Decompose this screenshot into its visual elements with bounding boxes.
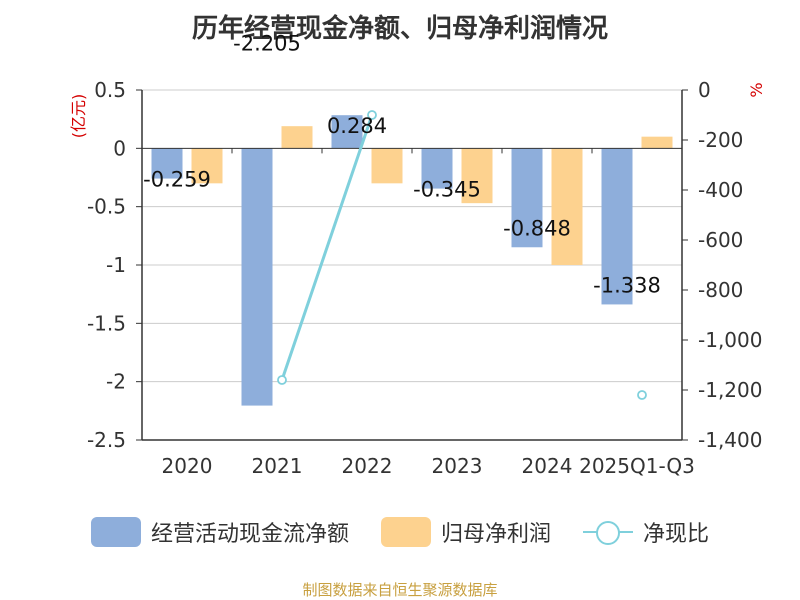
- data-label-cashflow: -1.338: [593, 273, 661, 297]
- x-tick-label: 2023: [432, 454, 483, 478]
- bar-net-profit: [191, 148, 223, 184]
- legend-item-cashflow[interactable]: 经营活动现金流净额: [90, 516, 349, 548]
- data-label-cashflow: -0.345: [413, 178, 481, 202]
- x-tick-label: 2021: [252, 454, 303, 478]
- y-left-tick-label: 0: [113, 136, 126, 160]
- bar-cashflow: [511, 148, 543, 248]
- y-left-tick-label: 0.5: [94, 78, 126, 102]
- y-left-tick-label: -0.5: [87, 195, 126, 219]
- bar-cashflow: [151, 148, 183, 179]
- x-tick-label: 2024: [522, 454, 573, 478]
- chart-title: 历年经营现金净额、归母净利润情况: [191, 14, 608, 44]
- legend-swatch-cashflow: [90, 517, 141, 547]
- bar-cashflow: [331, 115, 363, 149]
- bar-net-profit: [641, 136, 673, 149]
- y-right-tick-label: -400: [698, 178, 743, 202]
- data-source-note: 制图数据来自恒生聚源数据库: [302, 581, 498, 599]
- legend-item-cash-ratio[interactable]: 净现比: [583, 516, 709, 548]
- data-label-cashflow: 0.284: [327, 114, 387, 138]
- data-label-cashflow: -2.205: [233, 31, 301, 55]
- bar-net-profit: [551, 148, 583, 265]
- bar-net-profit: [371, 148, 403, 184]
- y-right-tick-label: -800: [698, 278, 743, 302]
- y-left-axis-label: (亿元): [69, 94, 88, 139]
- cash-ratio-point: [367, 110, 377, 120]
- legend-swatch-net-profit: [380, 517, 431, 547]
- y-left-tick-label: -1.5: [87, 311, 126, 335]
- y-right-axis-label: %: [747, 82, 766, 97]
- y-left-tick-label: -1: [106, 253, 126, 277]
- legend-item-net-profit[interactable]: 归母净利润: [380, 516, 551, 548]
- legend-label-cashflow: 经营活动现金流净额: [150, 522, 349, 547]
- y-right-tick-label: -1,400: [698, 428, 762, 452]
- x-tick-label: 2025Q1-Q3: [579, 454, 695, 478]
- y-right-tick-label: -1,000: [698, 328, 762, 352]
- data-label-cashflow: -0.259: [143, 168, 211, 192]
- cash-ratio-line: [280, 114, 374, 381]
- cash-ratio-point: [277, 375, 287, 385]
- cash-ratio-point: [637, 390, 647, 400]
- chart-legend: 经营活动现金流净额 归母净利润 净现比: [0, 516, 800, 548]
- bar-cashflow: [601, 148, 633, 305]
- bar-net-profit: [461, 148, 493, 204]
- x-tick-label: 2022: [342, 454, 393, 478]
- bar-net-profit: [281, 126, 313, 149]
- bar-cashflow: [421, 148, 453, 189]
- legend-label-net-profit: 归母净利润: [440, 522, 551, 547]
- y-right-tick-label: -1,200: [698, 378, 762, 402]
- data-label-cashflow: -0.848: [503, 216, 571, 240]
- y-left-tick-label: -2: [106, 370, 126, 394]
- y-right-tick-label: -200: [698, 128, 743, 152]
- x-tick-label: 2020: [162, 454, 213, 478]
- legend-label-cash-ratio: 净现比: [643, 522, 710, 547]
- y-right-tick-label: -600: [698, 228, 743, 252]
- y-right-tick-label: 0: [698, 78, 711, 102]
- y-left-tick-label: -2.5: [87, 428, 126, 452]
- bar-cashflow: [241, 148, 273, 406]
- legend-swatch-cash-ratio: [583, 517, 633, 547]
